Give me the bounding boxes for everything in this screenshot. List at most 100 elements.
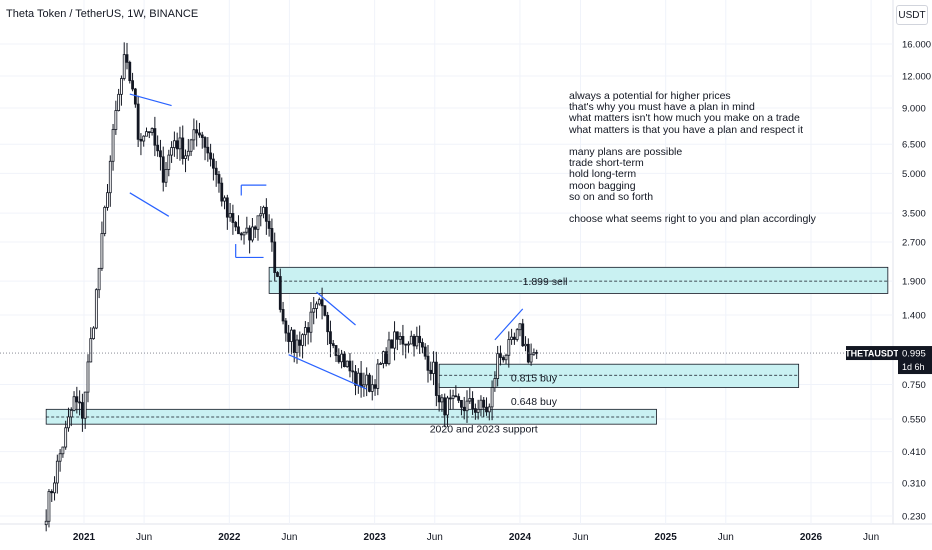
candle-body <box>342 353 346 368</box>
symbol-badge <box>846 346 898 361</box>
candle-body <box>504 354 508 361</box>
time-tick-label: 2021 <box>73 532 96 543</box>
candle-body <box>83 391 87 419</box>
candle-body <box>136 103 140 140</box>
candle-body <box>181 137 185 159</box>
candle-body <box>86 361 90 393</box>
candle-body <box>267 220 271 229</box>
time-tick-label: 2023 <box>364 532 387 543</box>
candle-body <box>253 226 257 230</box>
candle-body <box>320 299 324 307</box>
candle-body <box>334 345 338 356</box>
candle-body <box>122 54 126 79</box>
candle-body <box>92 327 95 340</box>
candle-body <box>315 303 318 309</box>
candle-body <box>47 491 51 522</box>
candle-body <box>323 305 327 316</box>
annotation-line: what matters is that you have a plan and… <box>569 123 804 136</box>
candle-body <box>345 360 349 368</box>
candle-body <box>103 206 107 234</box>
candle-body <box>479 399 483 410</box>
price-tick-label: 9.000 <box>902 104 926 115</box>
annotation-line: always a potential for higher prices <box>569 90 731 102</box>
candle-body <box>368 374 371 392</box>
candle-body <box>421 342 424 348</box>
price-axis[interactable]: 16.000 12.000 9.000 6.500 5.000 3.500 2.700 1.9… <box>902 40 931 523</box>
candle-body <box>284 320 288 334</box>
candle-body <box>365 374 369 386</box>
annotation-line: moon bagging <box>569 179 636 192</box>
candle-body <box>482 399 486 408</box>
symbol-label: THETAUSDT <box>845 349 899 359</box>
last-price-marker: THETAUSDT 0.995 1d 6h <box>0 346 932 375</box>
candle-body <box>198 132 201 136</box>
candle-body <box>348 360 352 372</box>
candle-body <box>67 416 70 429</box>
candle-body <box>529 353 533 363</box>
candle-body <box>214 167 218 175</box>
candle-body <box>203 137 207 148</box>
candle-body <box>381 351 385 364</box>
candle-body <box>217 174 221 184</box>
candle-body <box>292 329 296 354</box>
price-tick-label: 5.000 <box>902 169 926 180</box>
candle-body <box>81 402 84 419</box>
annotation-text: always a potential for higher prices that… <box>569 90 816 225</box>
price-tick-label: 12.000 <box>902 72 931 83</box>
candle-body <box>379 363 383 365</box>
candle-body <box>245 227 249 233</box>
candle-body <box>370 384 374 392</box>
candle-body <box>440 397 444 403</box>
candle-body <box>106 192 109 208</box>
candle-body <box>407 343 410 346</box>
zone-label: 0.648 buy <box>511 396 558 408</box>
candle-body <box>184 155 187 159</box>
candle-body <box>133 88 137 105</box>
time-tick-label: Jun <box>572 532 588 543</box>
zone-label: 2020 and 2023 support <box>430 423 538 435</box>
price-tick-label: 0.410 <box>902 447 926 458</box>
candle-body <box>301 334 304 346</box>
currency-button[interactable]: USDT <box>896 5 928 25</box>
candle-body <box>340 353 343 363</box>
candle-body <box>401 336 405 345</box>
candle-body <box>354 371 357 386</box>
candle-body <box>312 308 316 313</box>
chart-grid <box>0 0 932 525</box>
candle-body <box>521 323 525 347</box>
candle-body <box>223 197 226 202</box>
candle-body <box>64 427 68 448</box>
annotation-line: what matters isn't how much you make on … <box>569 112 800 125</box>
trendline <box>288 354 367 390</box>
candle-body <box>306 327 310 333</box>
candle-body <box>471 398 474 410</box>
zone-labels: 1.899 sell 0.815 buy 0.648 buy 2020 and 202… <box>430 276 568 435</box>
candle-body <box>468 398 472 402</box>
time-axis[interactable]: 2021 Jun 2022 Jun 2023 Jun 2024 Jun 2025 Jun 2026 J… <box>73 532 879 543</box>
candle-body <box>273 241 277 273</box>
candle-body <box>53 482 56 494</box>
candle-body <box>395 331 399 340</box>
candle-body <box>429 369 433 374</box>
candle-body <box>69 409 73 418</box>
candle-body <box>510 336 514 340</box>
candle-body <box>356 372 360 386</box>
candle-body <box>44 520 48 526</box>
annotation-line: trade short-term <box>569 157 644 170</box>
candle-body <box>404 343 408 346</box>
candle-body <box>387 339 391 365</box>
candle-body <box>460 399 463 408</box>
annotation-line: hold long-term <box>569 168 637 181</box>
candle-body <box>139 138 143 142</box>
candle-body <box>170 147 173 156</box>
candle-body <box>418 335 422 343</box>
candle-body <box>172 140 176 148</box>
zone-box <box>438 363 800 388</box>
candle-body <box>78 401 82 404</box>
candle-body <box>147 131 151 134</box>
candle-body <box>376 363 380 389</box>
candle-body <box>490 387 494 408</box>
candle-body <box>234 222 238 228</box>
candle-body <box>72 396 76 411</box>
